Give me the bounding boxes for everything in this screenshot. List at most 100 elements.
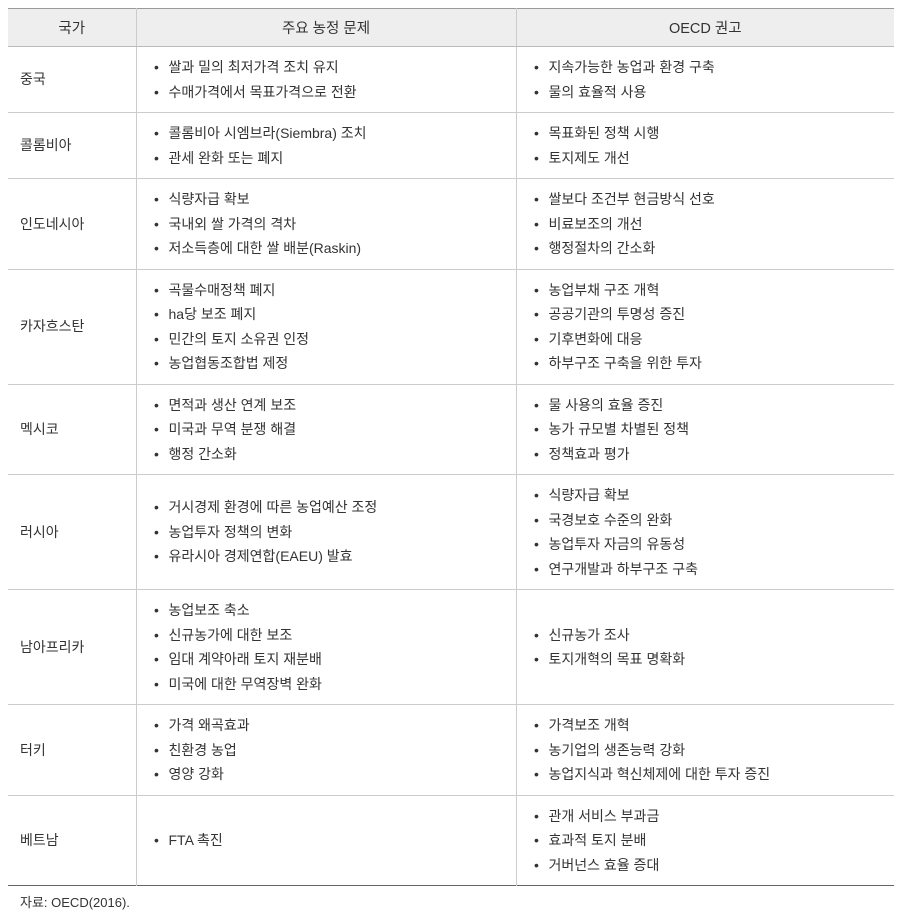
- list-item: 미국과 무역 분쟁 해결: [147, 417, 506, 442]
- list-item: 지속가능한 농업과 환경 구축: [527, 55, 885, 80]
- list-item: 가격보조 개혁: [527, 713, 885, 738]
- cell-issues: 쌀과 밀의 최저가격 조치 유지수매가격에서 목표가격으로 전환: [136, 47, 516, 113]
- cell-issues: 가격 왜곡효과친환경 농업영양 강화: [136, 705, 516, 796]
- reco-list: 가격보조 개혁농기업의 생존능력 강화농업지식과 혁신체제에 대한 투자 증진: [527, 713, 885, 787]
- list-item: 쌀과 밀의 최저가격 조치 유지: [147, 55, 506, 80]
- list-item: 영양 강화: [147, 762, 506, 787]
- issues-list: FTA 촉진: [147, 828, 506, 853]
- reco-list: 식량자급 확보국경보호 수준의 완화농업투자 자금의 유동성연구개발과 하부구조…: [527, 483, 885, 581]
- list-item: 토지개혁의 목표 명확화: [527, 647, 885, 672]
- list-item: 토지제도 개선: [527, 146, 885, 171]
- list-item: 유라시아 경제연합(EAEU) 발효: [147, 544, 506, 569]
- cell-reco: 쌀보다 조건부 현금방식 선호비료보조의 개선행정절차의 간소화: [516, 179, 894, 270]
- cell-reco: 신규농가 조사토지개혁의 목표 명확화: [516, 590, 894, 705]
- list-item: 쌀보다 조건부 현금방식 선호: [527, 187, 885, 212]
- table-row: 중국쌀과 밀의 최저가격 조치 유지수매가격에서 목표가격으로 전환지속가능한 …: [8, 47, 894, 113]
- table-row: 러시아거시경제 환경에 따른 농업예산 조정농업투자 정책의 변화유라시아 경제…: [8, 475, 894, 590]
- cell-reco: 관개 서비스 부과금효과적 토지 분배거버넌스 효율 증대: [516, 795, 894, 886]
- list-item: 행정절차의 간소화: [527, 236, 885, 261]
- list-item: 연구개발과 하부구조 구축: [527, 557, 885, 582]
- list-item: 농업부채 구조 개혁: [527, 278, 885, 303]
- list-item: 가격 왜곡효과: [147, 713, 506, 738]
- list-item: 국내외 쌀 가격의 격차: [147, 212, 506, 237]
- cell-issues: 농업보조 축소신규농가에 대한 보조임대 계약아래 토지 재분배미국에 대한 무…: [136, 590, 516, 705]
- list-item: 친환경 농업: [147, 738, 506, 763]
- reco-list: 관개 서비스 부과금효과적 토지 분배거버넌스 효율 증대: [527, 804, 885, 878]
- list-item: 거시경제 환경에 따른 농업예산 조정: [147, 495, 506, 520]
- list-item: 관개 서비스 부과금: [527, 804, 885, 829]
- table-row: 터키가격 왜곡효과친환경 농업영양 강화가격보조 개혁농기업의 생존능력 강화농…: [8, 705, 894, 796]
- reco-list: 농업부채 구조 개혁공공기관의 투명성 증진기후변화에 대응하부구조 구축을 위…: [527, 278, 885, 376]
- list-item: FTA 촉진: [147, 828, 506, 853]
- table-container: 국가 주요 농정 문제 OECD 권고 중국쌀과 밀의 최저가격 조치 유지수매…: [8, 8, 894, 911]
- list-item: 물의 효율적 사용: [527, 80, 885, 105]
- cell-issues: 식량자급 확보국내외 쌀 가격의 격차저소득층에 대한 쌀 배분(Raskin): [136, 179, 516, 270]
- list-item: 국경보호 수준의 완화: [527, 508, 885, 533]
- cell-country: 중국: [8, 47, 136, 113]
- list-item: 효과적 토지 분배: [527, 828, 885, 853]
- list-item: 임대 계약아래 토지 재분배: [147, 647, 506, 672]
- list-item: 면적과 생산 연계 보조: [147, 393, 506, 418]
- list-item: 정책효과 평가: [527, 442, 885, 467]
- table-row: 멕시코면적과 생산 연계 보조미국과 무역 분쟁 해결행정 간소화물 사용의 효…: [8, 384, 894, 475]
- cell-reco: 식량자급 확보국경보호 수준의 완화농업투자 자금의 유동성연구개발과 하부구조…: [516, 475, 894, 590]
- issues-list: 농업보조 축소신규농가에 대한 보조임대 계약아래 토지 재분배미국에 대한 무…: [147, 598, 506, 696]
- list-item: 민간의 토지 소유권 인정: [147, 327, 506, 352]
- list-item: 농기업의 생존능력 강화: [527, 738, 885, 763]
- table-row: 베트남 FTA 촉진 관개 서비스 부과금효과적 토지 분배거버넌스 효율 증대: [8, 795, 894, 886]
- table-row: 카자흐스탄곡물수매정책 폐지ha당 보조 폐지민간의 토지 소유권 인정농업협동…: [8, 269, 894, 384]
- list-item: 미국에 대한 무역장벽 완화: [147, 672, 506, 697]
- cell-issues: 거시경제 환경에 따른 농업예산 조정농업투자 정책의 변화유라시아 경제연합(…: [136, 475, 516, 590]
- list-item: 식량자급 확보: [147, 187, 506, 212]
- cell-issues: 면적과 생산 연계 보조미국과 무역 분쟁 해결행정 간소화: [136, 384, 516, 475]
- reco-list: 물 사용의 효율 증진농가 규모별 차별된 정책정책효과 평가: [527, 393, 885, 467]
- cell-country: 러시아: [8, 475, 136, 590]
- list-item: 물 사용의 효율 증진: [527, 393, 885, 418]
- list-item: 농가 규모별 차별된 정책: [527, 417, 885, 442]
- list-item: 신규농가에 대한 보조: [147, 623, 506, 648]
- header-issues: 주요 농정 문제: [136, 9, 516, 47]
- list-item: 콜롬비아 시엠브라(Siembra) 조치: [147, 121, 506, 146]
- list-item: 하부구조 구축을 위한 투자: [527, 351, 885, 376]
- cell-issues: 콜롬비아 시엠브라(Siembra) 조치관세 완화 또는 폐지: [136, 113, 516, 179]
- list-item: 농업보조 축소: [147, 598, 506, 623]
- policy-table: 국가 주요 농정 문제 OECD 권고 중국쌀과 밀의 최저가격 조치 유지수매…: [8, 8, 894, 886]
- table-row: 인도네시아식량자급 확보국내외 쌀 가격의 격차저소득층에 대한 쌀 배분(Ra…: [8, 179, 894, 270]
- list-item: 농업지식과 혁신체제에 대한 투자 증진: [527, 762, 885, 787]
- issues-list: 곡물수매정책 폐지ha당 보조 폐지민간의 토지 소유권 인정농업협동조합법 제…: [147, 278, 506, 376]
- list-item: 수매가격에서 목표가격으로 전환: [147, 80, 506, 105]
- cell-reco: 물 사용의 효율 증진농가 규모별 차별된 정책정책효과 평가: [516, 384, 894, 475]
- reco-list: 쌀보다 조건부 현금방식 선호비료보조의 개선행정절차의 간소화: [527, 187, 885, 261]
- list-item: 식량자급 확보: [527, 483, 885, 508]
- cell-country: 터키: [8, 705, 136, 796]
- list-item: 행정 간소화: [147, 442, 506, 467]
- cell-country: 인도네시아: [8, 179, 136, 270]
- header-row: 국가 주요 농정 문제 OECD 권고: [8, 9, 894, 47]
- issues-list: 거시경제 환경에 따른 농업예산 조정농업투자 정책의 변화유라시아 경제연합(…: [147, 495, 506, 569]
- issues-list: 콜롬비아 시엠브라(Siembra) 조치관세 완화 또는 폐지: [147, 121, 506, 170]
- list-item: 기후변화에 대응: [527, 327, 885, 352]
- header-country: 국가: [8, 9, 136, 47]
- list-item: 신규농가 조사: [527, 623, 885, 648]
- cell-country: 남아프리카: [8, 590, 136, 705]
- cell-country: 베트남: [8, 795, 136, 886]
- list-item: 목표화된 정책 시행: [527, 121, 885, 146]
- reco-list: 지속가능한 농업과 환경 구축물의 효율적 사용: [527, 55, 885, 104]
- source-label: 자료: OECD(2016).: [8, 886, 894, 911]
- list-item: 농업투자 정책의 변화: [147, 520, 506, 545]
- list-item: 저소득층에 대한 쌀 배분(Raskin): [147, 236, 506, 261]
- cell-country: 카자흐스탄: [8, 269, 136, 384]
- list-item: 농업투자 자금의 유동성: [527, 532, 885, 557]
- issues-list: 식량자급 확보국내외 쌀 가격의 격차저소득층에 대한 쌀 배분(Raskin): [147, 187, 506, 261]
- list-item: ha당 보조 폐지: [147, 302, 506, 327]
- cell-reco: 지속가능한 농업과 환경 구축물의 효율적 사용: [516, 47, 894, 113]
- cell-country: 멕시코: [8, 384, 136, 475]
- header-reco: OECD 권고: [516, 9, 894, 47]
- cell-issues: FTA 촉진: [136, 795, 516, 886]
- table-row: 남아프리카농업보조 축소신규농가에 대한 보조임대 계약아래 토지 재분배미국에…: [8, 590, 894, 705]
- list-item: 농업협동조합법 제정: [147, 351, 506, 376]
- reco-list: 신규농가 조사토지개혁의 목표 명확화: [527, 623, 885, 672]
- issues-list: 면적과 생산 연계 보조미국과 무역 분쟁 해결행정 간소화: [147, 393, 506, 467]
- issues-list: 쌀과 밀의 최저가격 조치 유지수매가격에서 목표가격으로 전환: [147, 55, 506, 104]
- cell-reco: 가격보조 개혁농기업의 생존능력 강화농업지식과 혁신체제에 대한 투자 증진: [516, 705, 894, 796]
